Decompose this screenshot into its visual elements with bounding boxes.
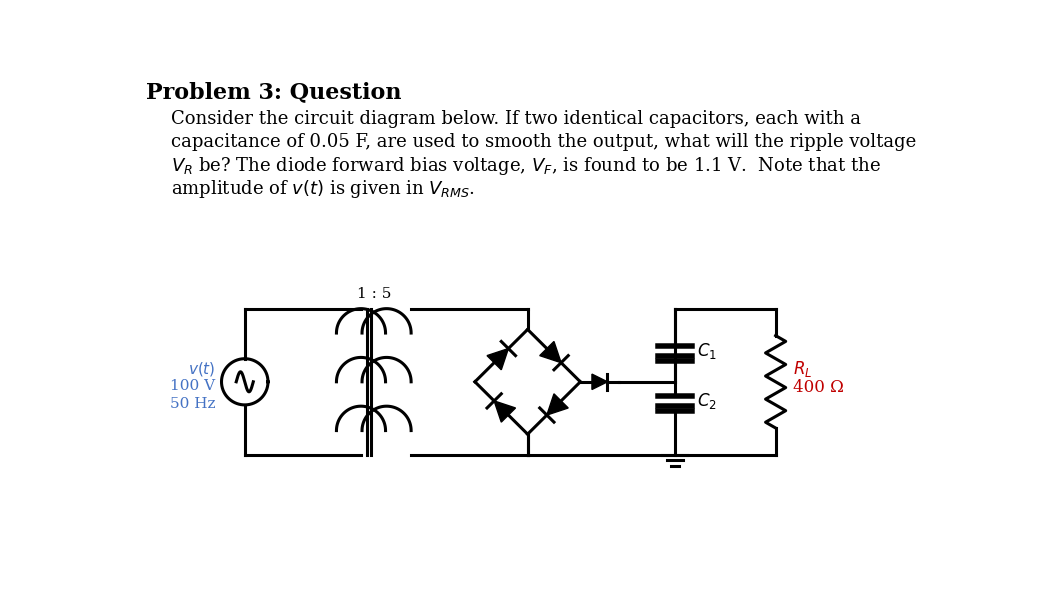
Polygon shape: [546, 394, 569, 415]
Text: Problem 3: Question: Problem 3: Question: [146, 82, 401, 103]
Text: Consider the circuit diagram below. If two identical capacitors, each with a: Consider the circuit diagram below. If t…: [172, 110, 861, 128]
Text: 400 Ω: 400 Ω: [793, 379, 844, 397]
Text: $V_R$ be? The diode forward bias voltage, $V_F$, is found to be 1.1 V.  Note tha: $V_R$ be? The diode forward bias voltage…: [172, 156, 881, 177]
Text: amplitude of $v(t)$ is given in $V_{RMS}$.: amplitude of $v(t)$ is given in $V_{RMS}…: [172, 178, 475, 200]
Polygon shape: [495, 401, 516, 422]
Polygon shape: [487, 349, 508, 370]
Text: 1 : 5: 1 : 5: [357, 287, 391, 301]
Text: capacitance of 0.05 F, are used to smooth the output, what will the ripple volta: capacitance of 0.05 F, are used to smoot…: [172, 133, 916, 151]
Polygon shape: [540, 341, 561, 363]
Text: 100 V: 100 V: [170, 379, 215, 393]
Text: $C_2$: $C_2$: [697, 391, 717, 411]
Text: 50 Hz: 50 Hz: [169, 397, 215, 411]
Polygon shape: [592, 374, 608, 389]
Text: $v(t)$: $v(t)$: [187, 360, 215, 378]
Text: $C_1$: $C_1$: [697, 341, 717, 361]
Text: $R_L$: $R_L$: [793, 359, 813, 379]
